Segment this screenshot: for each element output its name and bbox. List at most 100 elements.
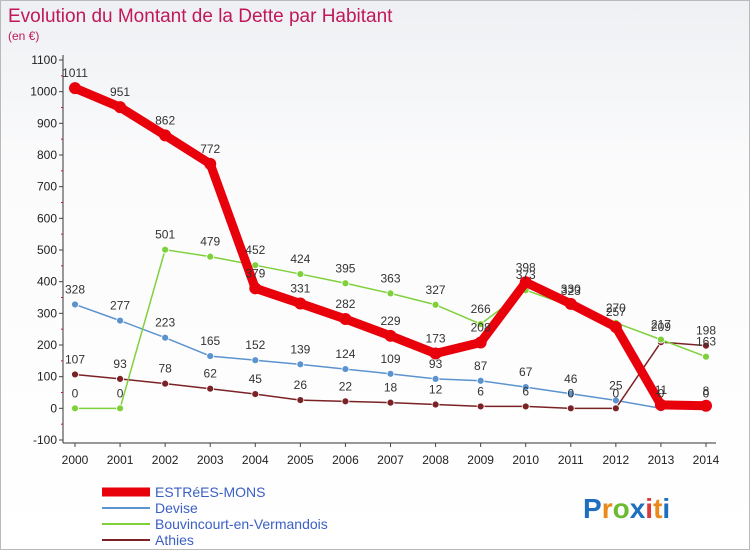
data-label-estr-es-mons: 330: [561, 282, 581, 296]
series-layer: [69, 82, 712, 413]
data-label-bouvincourt-en-vermandois: 479: [200, 235, 220, 249]
data-point-athies: [611, 404, 620, 413]
data-point-bouvincourt-en-vermandois: [702, 352, 710, 361]
legend-label-estr-es-mons: ESTRéES-MONS: [155, 484, 265, 500]
y-tick-label: 1100: [31, 53, 57, 67]
brand-letter: r: [602, 493, 613, 524]
data-point-estr-es-mons: [159, 129, 172, 142]
y-tick-label: 800: [37, 148, 57, 162]
data-label-bouvincourt-en-vermandois: 0: [72, 386, 79, 400]
y-tick-label: -100: [33, 433, 57, 447]
data-label-devise: 152: [245, 338, 265, 352]
data-point-athies: [251, 390, 260, 398]
data-point-devise: [611, 396, 620, 405]
axes: -100010020030040050060070080090010001100…: [30, 53, 719, 467]
data-label-bouvincourt-en-vermandois: 452: [245, 243, 265, 257]
chart-title: Evolution du Montant de la Dette par Hab…: [8, 6, 393, 27]
data-label-estr-es-mons: 257: [606, 305, 626, 319]
x-tick-label: 2006: [332, 453, 359, 467]
data-label-athies: 0: [613, 386, 620, 400]
y-tick-label: 0: [50, 401, 57, 415]
data-point-athies: [386, 398, 395, 407]
data-label-athies: 18: [384, 381, 398, 395]
data-point-estr-es-mons: [609, 320, 622, 333]
y-tick-label: 600: [37, 211, 57, 225]
data-label-bouvincourt-en-vermandois: 0: [117, 386, 124, 400]
data-label-estr-es-mons: 862: [155, 113, 175, 127]
data-label-bouvincourt-en-vermandois: 363: [380, 271, 400, 285]
data-label-devise: 0: [703, 386, 710, 400]
data-point-estr-es-mons: [204, 157, 217, 170]
data-point-estr-es-mons: [384, 329, 397, 342]
data-label-athies: 45: [249, 372, 263, 386]
data-point-bouvincourt-en-vermandois: [296, 270, 305, 278]
data-point-estr-es-mons: [69, 82, 81, 95]
data-label-bouvincourt-en-vermandois: 323: [561, 284, 581, 298]
brand-letter: x: [630, 493, 646, 524]
x-tick-label: 2005: [287, 453, 314, 467]
data-point-estr-es-mons: [249, 282, 262, 295]
data-label-bouvincourt-en-vermandois: 270: [606, 301, 626, 315]
data-label-devise: 25: [609, 378, 623, 392]
data-point-estr-es-mons: [474, 336, 487, 349]
x-tick-label: 2004: [242, 453, 269, 467]
data-label-bouvincourt-en-vermandois: 501: [155, 228, 175, 242]
data-point-bouvincourt-en-vermandois: [71, 404, 79, 413]
data-label-estr-es-mons: 772: [200, 142, 220, 156]
data-point-devise: [296, 360, 305, 369]
data-label-athies: 6: [477, 384, 484, 398]
data-point-bouvincourt-en-vermandois: [251, 261, 260, 270]
data-point-estr-es-mons: [294, 297, 307, 310]
y-tick-label: 400: [37, 275, 57, 289]
y-tick-label: 1000: [30, 85, 57, 99]
data-label-athies: 198: [696, 324, 716, 338]
data-label-athies: 12: [429, 383, 443, 397]
legend-label-devise: Devise: [155, 500, 198, 516]
data-label-bouvincourt-en-vermandois: 424: [290, 252, 310, 266]
data-point-bouvincourt-en-vermandois: [161, 245, 170, 254]
data-label-bouvincourt-en-vermandois: 327: [426, 283, 446, 297]
data-point-devise: [71, 300, 79, 309]
data-label-devise: 328: [65, 282, 85, 296]
data-point-devise: [386, 369, 395, 378]
x-tick-label: 2014: [693, 453, 720, 467]
data-label-bouvincourt-en-vermandois: 373: [516, 268, 536, 282]
x-tick-label: 2002: [152, 453, 179, 467]
data-point-estr-es-mons: [114, 101, 127, 114]
y-tick-label: 200: [37, 338, 57, 352]
data-point-estr-es-mons: [564, 297, 577, 310]
y-tick-label: 900: [37, 116, 57, 130]
data-label-athies: 62: [204, 367, 218, 381]
brand-logo: Proxiti: [583, 493, 670, 524]
data-point-devise: [251, 356, 260, 365]
data-label-estr-es-mons: 331: [290, 282, 310, 296]
brand-letter: i: [662, 493, 670, 524]
x-tick-label: 2011: [558, 453, 584, 467]
data-point-athies: [521, 402, 530, 411]
data-point-estr-es-mons: [700, 399, 712, 412]
chart-subtitle: (en €): [8, 29, 39, 43]
data-label-athies: 93: [113, 357, 127, 371]
y-tick-label: 100: [37, 370, 57, 384]
data-label-athies: 26: [294, 378, 308, 392]
data-point-estr-es-mons: [654, 398, 667, 411]
data-label-estr-es-mons: 1011: [62, 66, 88, 80]
data-point-athies: [206, 384, 215, 393]
brand-letter: P: [583, 493, 602, 524]
data-point-athies: [71, 370, 79, 379]
x-tick-label: 2010: [512, 453, 539, 467]
x-tick-label: 2000: [62, 453, 89, 467]
data-label-bouvincourt-en-vermandois: 163: [696, 335, 716, 349]
data-label-athies: 78: [158, 362, 172, 376]
brand-letter: o: [613, 493, 630, 524]
data-point-athies: [566, 404, 575, 413]
data-label-athies: 6: [522, 384, 529, 398]
legend: ESTRéES-MONSDeviseBouvincourt-en-Vermand…: [102, 484, 328, 548]
data-point-devise: [161, 333, 170, 342]
data-label-devise: 277: [110, 299, 130, 313]
data-point-estr-es-mons: [429, 347, 442, 360]
data-point-bouvincourt-en-vermandois: [431, 300, 440, 309]
data-label-estr-es-mons: 398: [516, 260, 536, 274]
data-label-estr-es-mons: 229: [380, 314, 400, 328]
data-label-estr-es-mons: 282: [335, 297, 355, 311]
